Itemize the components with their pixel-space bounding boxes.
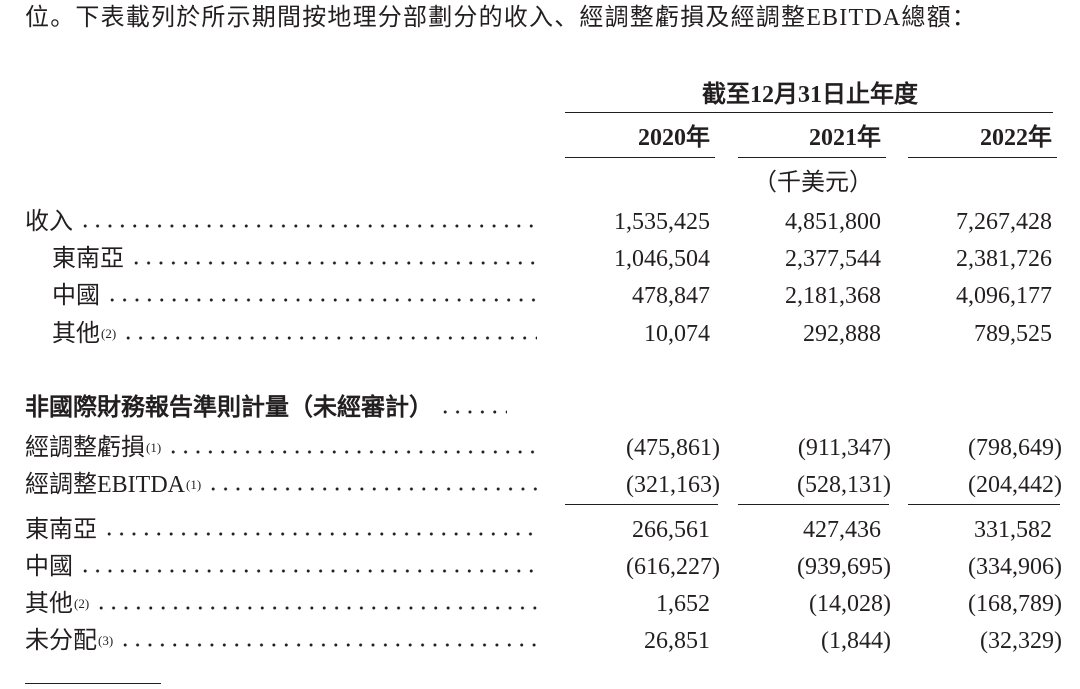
cell-value: 1,046,504 [614, 246, 710, 273]
cell-value: (1,844) [821, 628, 891, 655]
cell-value: 331,582 [974, 516, 1052, 543]
subtotal-rule [908, 503, 1060, 505]
leader-dots [207, 485, 537, 494]
cell-value: (528,131) [797, 472, 891, 499]
row-label: 東南亞 [25, 515, 537, 545]
row-label: 非國際財務報告準則計量（未經審計） [25, 393, 537, 423]
row-label: 經調整虧損 (1) [25, 433, 537, 463]
label-text: 中國 [52, 283, 100, 310]
year-rule [738, 157, 886, 158]
cell-value: (475,861) [626, 435, 720, 462]
cell-value: 2,181,368 [785, 283, 881, 310]
label-text: 非國際財務報告準則計量（未經審計） [25, 395, 433, 421]
period-header: 截至12月31日止年度 [702, 82, 918, 108]
footnote-ref: (2) [101, 325, 117, 341]
cell-value: 292,888 [803, 320, 881, 347]
footnote-rule [25, 683, 161, 684]
year-header: 2020年 [638, 125, 710, 151]
footnote-ref: (1) [146, 440, 162, 456]
leader-dots [119, 641, 537, 650]
footnote-ref: (1) [185, 477, 202, 493]
year-rule [908, 157, 1057, 158]
cell-value: (911,347) [797, 435, 891, 462]
row-label: 未分配 (3) [25, 626, 537, 656]
cell-value: (32,329) [980, 628, 1062, 655]
row-label: 其他 (2) [52, 319, 537, 349]
label-text: 其他 [52, 320, 100, 347]
cell-value: 789,525 [974, 320, 1052, 347]
cell-value: 1,535,425 [614, 209, 710, 235]
label-text: 其他 [25, 591, 73, 617]
cell-value: (14,028) [809, 591, 891, 617]
row-label: 經調整EBITDA (1) [25, 470, 537, 500]
label-text: 經調整虧損 [25, 435, 145, 462]
leader-dots [106, 296, 537, 305]
leader-dots [79, 566, 537, 575]
leader-dots [130, 259, 537, 268]
unit-label: （千美元） [753, 170, 873, 196]
cell-value: 10,074 [644, 320, 710, 347]
leader-dots [95, 604, 537, 612]
cell-value: 427,436 [803, 516, 881, 543]
leader-dots [122, 333, 537, 342]
cell-value: 4,851,800 [785, 209, 881, 235]
cell-value: (939,695) [797, 553, 891, 580]
footnote-ref: (2) [74, 596, 90, 611]
row-label: 收入 [25, 207, 537, 237]
cell-value: 7,267,428 [956, 209, 1052, 235]
intro-text: 位。下表載列於所示期間按地理分部劃分的收入、經調整虧損及經調整EBITDA總額： [25, 5, 977, 31]
leader-dots [79, 222, 537, 230]
label-text: 收入 [25, 209, 73, 235]
cell-value: 2,381,726 [956, 246, 1052, 273]
row-label: 東南亞 [52, 244, 537, 274]
cell-value: (334,906) [968, 553, 1062, 580]
row-label: 其他 (2) [25, 589, 537, 619]
row-label: 中國 [25, 552, 537, 582]
subtotal-rule [565, 503, 718, 505]
label-text: 中國 [25, 553, 73, 580]
leader-dots [103, 529, 537, 538]
subtotal-rule [738, 503, 889, 505]
header-rule [565, 112, 1053, 113]
cell-value: 4,096,177 [956, 283, 1052, 310]
label-text: 未分配 [25, 628, 97, 655]
cell-value: 266,561 [632, 516, 710, 543]
cell-value: 478,847 [632, 283, 710, 310]
label-text: 經調整EBITDA [25, 472, 185, 499]
year-rule [565, 157, 715, 158]
label-text: 東南亞 [25, 516, 97, 543]
row-label: 中國 [52, 281, 537, 311]
cell-value: (321,163) [626, 472, 720, 499]
cell-value: (798,649) [968, 435, 1062, 462]
year-header: 2022年 [980, 125, 1052, 151]
cell-value: (616,227) [626, 553, 720, 580]
leader-dots [167, 448, 537, 457]
cell-value: (168,789) [968, 591, 1062, 617]
cell-value: (204,442) [968, 472, 1062, 499]
year-header: 2021年 [809, 125, 881, 151]
leader-dots [439, 408, 507, 416]
cell-value: 26,851 [644, 628, 710, 655]
footnote-ref: (3) [98, 633, 114, 649]
label-text: 東南亞 [52, 246, 124, 273]
cell-value: 1,652 [656, 591, 710, 617]
cell-value: 2,377,544 [785, 246, 881, 273]
